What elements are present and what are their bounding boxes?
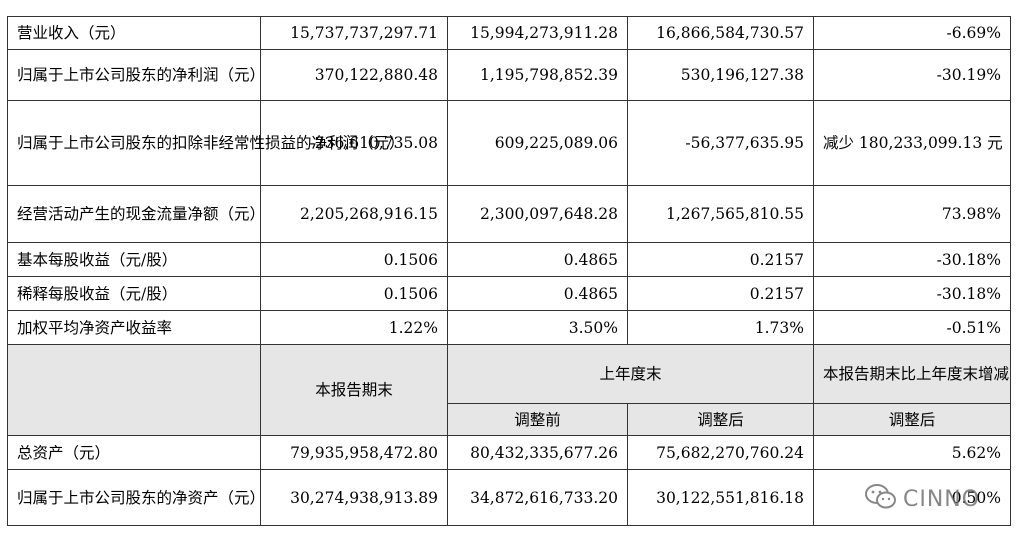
cell-value: 0.50% bbox=[813, 469, 1011, 526]
watermark: CINNO bbox=[864, 484, 980, 514]
cell-value: 530,196,127.38 bbox=[627, 49, 814, 101]
cell-value: 30,274,938,913.89 bbox=[260, 469, 448, 526]
cell-value: 30,122,551,816.18 bbox=[627, 469, 814, 526]
header-change: 本报告期末比上年度末增减 bbox=[813, 344, 1011, 404]
cell-value: 0.1506 bbox=[260, 242, 448, 277]
row-label: 归属于上市公司股东的净资产（元） bbox=[7, 469, 265, 526]
table-row: 经营活动产生的现金流量净额（元） 2,205,268,916.15 2,300,… bbox=[7, 185, 1011, 243]
row-label: 总资产（元） bbox=[7, 435, 261, 470]
table-row: 归属于上市公司股东的净利润（元） 370,122,880.48 1,195,79… bbox=[7, 49, 1011, 101]
header-after-adjustment: 调整后 bbox=[627, 403, 814, 436]
table-row: 归属于上市公司股东的扣除非经常性损益的净利润（元） -236,610,735.0… bbox=[7, 100, 1011, 186]
cell-value: 80,432,335,677.26 bbox=[447, 435, 628, 470]
cell-value: 75,682,270,760.24 bbox=[627, 435, 814, 470]
table-row: 加权平均净资产收益率 1.22% 3.50% 1.73% -0.51% bbox=[7, 310, 1011, 345]
cell-value: 减少 180,233,099.13 元 bbox=[813, 100, 1011, 186]
cell-value: 2,300,097,648.28 bbox=[447, 185, 628, 243]
row-label: 稀释每股收益（元/股） bbox=[7, 276, 261, 311]
cell-value: 0.4865 bbox=[447, 276, 628, 311]
cell-value: 0.4865 bbox=[447, 242, 628, 277]
cell-value: -30.19% bbox=[813, 49, 1011, 101]
header-period-end: 本报告期末 bbox=[260, 344, 448, 436]
cell-value: -236,610,735.08 bbox=[260, 100, 448, 186]
header-change-after-adjustment: 调整后 bbox=[813, 403, 1011, 436]
table-subheader-row: 调整前 调整后 调整后 bbox=[8, 403, 1011, 436]
cell-value: 3.50% bbox=[447, 310, 628, 345]
cell-value: 15,737,737,297.71 bbox=[260, 16, 448, 50]
cell-value: 34,872,616,733.20 bbox=[447, 469, 628, 526]
header-before-adjustment: 调整前 bbox=[447, 403, 628, 436]
cell-value: -30.18% bbox=[813, 276, 1011, 311]
header-last-year-end: 上年度末 bbox=[447, 344, 814, 404]
cell-value: 0.1506 bbox=[260, 276, 448, 311]
cell-value: 2,205,268,916.15 bbox=[260, 185, 448, 243]
cell-value: -0.51% bbox=[813, 310, 1011, 345]
cell-value: 5.62% bbox=[813, 435, 1011, 470]
cell-value: -56,377,635.95 bbox=[627, 100, 814, 186]
table-row: 总资产（元） 79,935,958,472.80 80,432,335,677.… bbox=[7, 435, 1011, 470]
cell-value: 0.2157 bbox=[627, 242, 814, 277]
row-label: 加权平均净资产收益率 bbox=[7, 310, 261, 345]
row-label: 基本每股收益（元/股） bbox=[7, 242, 261, 277]
cell-value: 609,225,089.06 bbox=[447, 100, 628, 186]
cell-value: 73.98% bbox=[813, 185, 1011, 243]
cell-value: 1.22% bbox=[260, 310, 448, 345]
cell-value: -30.18% bbox=[813, 242, 1011, 277]
cell-value: 15,994,273,911.28 bbox=[447, 16, 628, 50]
cell-value: 16,866,584,730.57 bbox=[627, 16, 814, 50]
cell-value: 0.2157 bbox=[627, 276, 814, 311]
table-row: 稀释每股收益（元/股） 0.1506 0.4865 0.2157 -30.18% bbox=[7, 276, 1011, 311]
financial-table: 营业收入（元） 15,737,737,297.71 15,994,273,911… bbox=[7, 16, 1011, 526]
table-header-row: 本报告期末 上年度末 本报告期末比上年度末增减 bbox=[7, 344, 1011, 436]
row-label: 营业收入（元） bbox=[7, 16, 261, 50]
row-label: 经营活动产生的现金流量净额（元） bbox=[7, 185, 265, 243]
cell-value: 79,935,958,472.80 bbox=[260, 435, 448, 470]
cell-value: 1,195,798,852.39 bbox=[447, 49, 628, 101]
cell-value: 370,122,880.48 bbox=[260, 49, 448, 101]
table-row: 归属于上市公司股东的净资产（元） 30,274,938,913.89 34,87… bbox=[7, 469, 1011, 526]
watermark-text: CINNO bbox=[903, 486, 981, 512]
header-blank-cell bbox=[7, 344, 261, 436]
table-row: 基本每股收益（元/股） 0.1506 0.4865 0.2157 -30.18% bbox=[7, 242, 1011, 277]
cell-value: 1,267,565,810.55 bbox=[627, 185, 814, 243]
cell-value: 1.73% bbox=[627, 310, 814, 345]
row-label: 归属于上市公司股东的扣除非经常性损益的净利润（元） bbox=[7, 100, 405, 186]
cell-value: -6.69% bbox=[813, 16, 1011, 50]
row-label: 归属于上市公司股东的净利润（元） bbox=[7, 49, 265, 101]
table-row: 营业收入（元） 15,737,737,297.71 15,994,273,911… bbox=[7, 16, 1011, 50]
wechat-icon bbox=[864, 483, 898, 515]
